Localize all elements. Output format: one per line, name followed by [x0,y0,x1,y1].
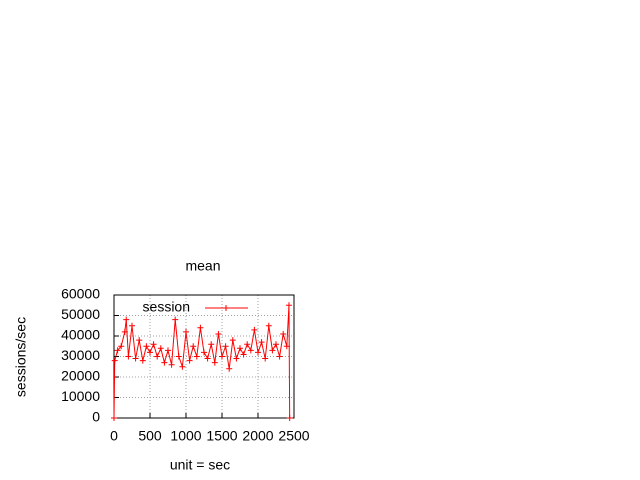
x-axis-label: unit = sec [170,457,230,473]
data-point [121,328,128,335]
data-point [215,330,222,337]
data-point [129,322,135,329]
x-tick-label: 2500 [278,428,309,444]
data-point [132,355,139,362]
data-point [154,353,161,360]
legend-marker [223,305,229,311]
data-point [280,330,287,337]
data-line [113,305,291,419]
data-point [193,353,200,360]
data-point [237,345,243,352]
data-point [251,326,258,333]
data-point [147,349,153,356]
data-point [168,361,175,368]
data-point [244,341,251,348]
data-point [125,353,132,360]
data-point [139,357,146,364]
x-tick-label: 0 [110,428,118,444]
data-point [175,353,182,360]
data-point [258,339,265,346]
data-point [211,359,218,366]
data-point [114,347,121,354]
data-point [111,415,117,421]
data-point [118,343,125,350]
data-point [190,343,197,350]
y-axis-label: sessions/sec [13,317,29,397]
data-point [222,343,229,350]
y-tick-label: 0 [92,409,100,425]
data-point [143,343,150,350]
data-point [255,349,261,356]
data-point [123,316,130,323]
x-tick-label: 1000 [170,428,201,444]
x-tick-label: 2000 [242,428,273,444]
data-point [201,349,207,356]
data-point [165,347,171,354]
data-point [285,302,292,309]
data-point [111,357,118,364]
data-point [150,341,157,348]
legend-label: session [143,299,190,315]
data-point [283,343,290,350]
y-tick-label: 30000 [61,347,100,363]
data-point [286,415,293,421]
y-tick-label: 50000 [61,306,100,322]
chart-title: mean [185,258,220,274]
x-tick-label: 500 [138,428,162,444]
data-point [204,355,211,362]
data-point [233,355,240,362]
data-point [208,341,215,348]
data-point [226,365,233,372]
data-point [161,359,168,366]
data-point [219,353,225,360]
data-point [197,324,204,331]
y-tick-label: 60000 [61,286,100,302]
data-point [157,345,164,352]
data-point [136,337,143,344]
data-point [172,316,179,323]
data-point [240,351,247,358]
data-point [229,337,236,344]
data-point [183,328,189,335]
plot-frame [113,294,295,419]
data-point [179,363,186,370]
data-point [273,341,279,348]
data-point [247,347,254,354]
data-point [262,355,269,362]
data-point [269,347,276,354]
y-tick-label: 10000 [61,388,100,404]
data-point [276,353,283,360]
data-point [265,322,272,329]
y-tick-label: 20000 [61,368,100,384]
data-point [186,357,193,364]
y-tick-label: 40000 [61,327,100,343]
x-tick-label: 1500 [206,428,237,444]
